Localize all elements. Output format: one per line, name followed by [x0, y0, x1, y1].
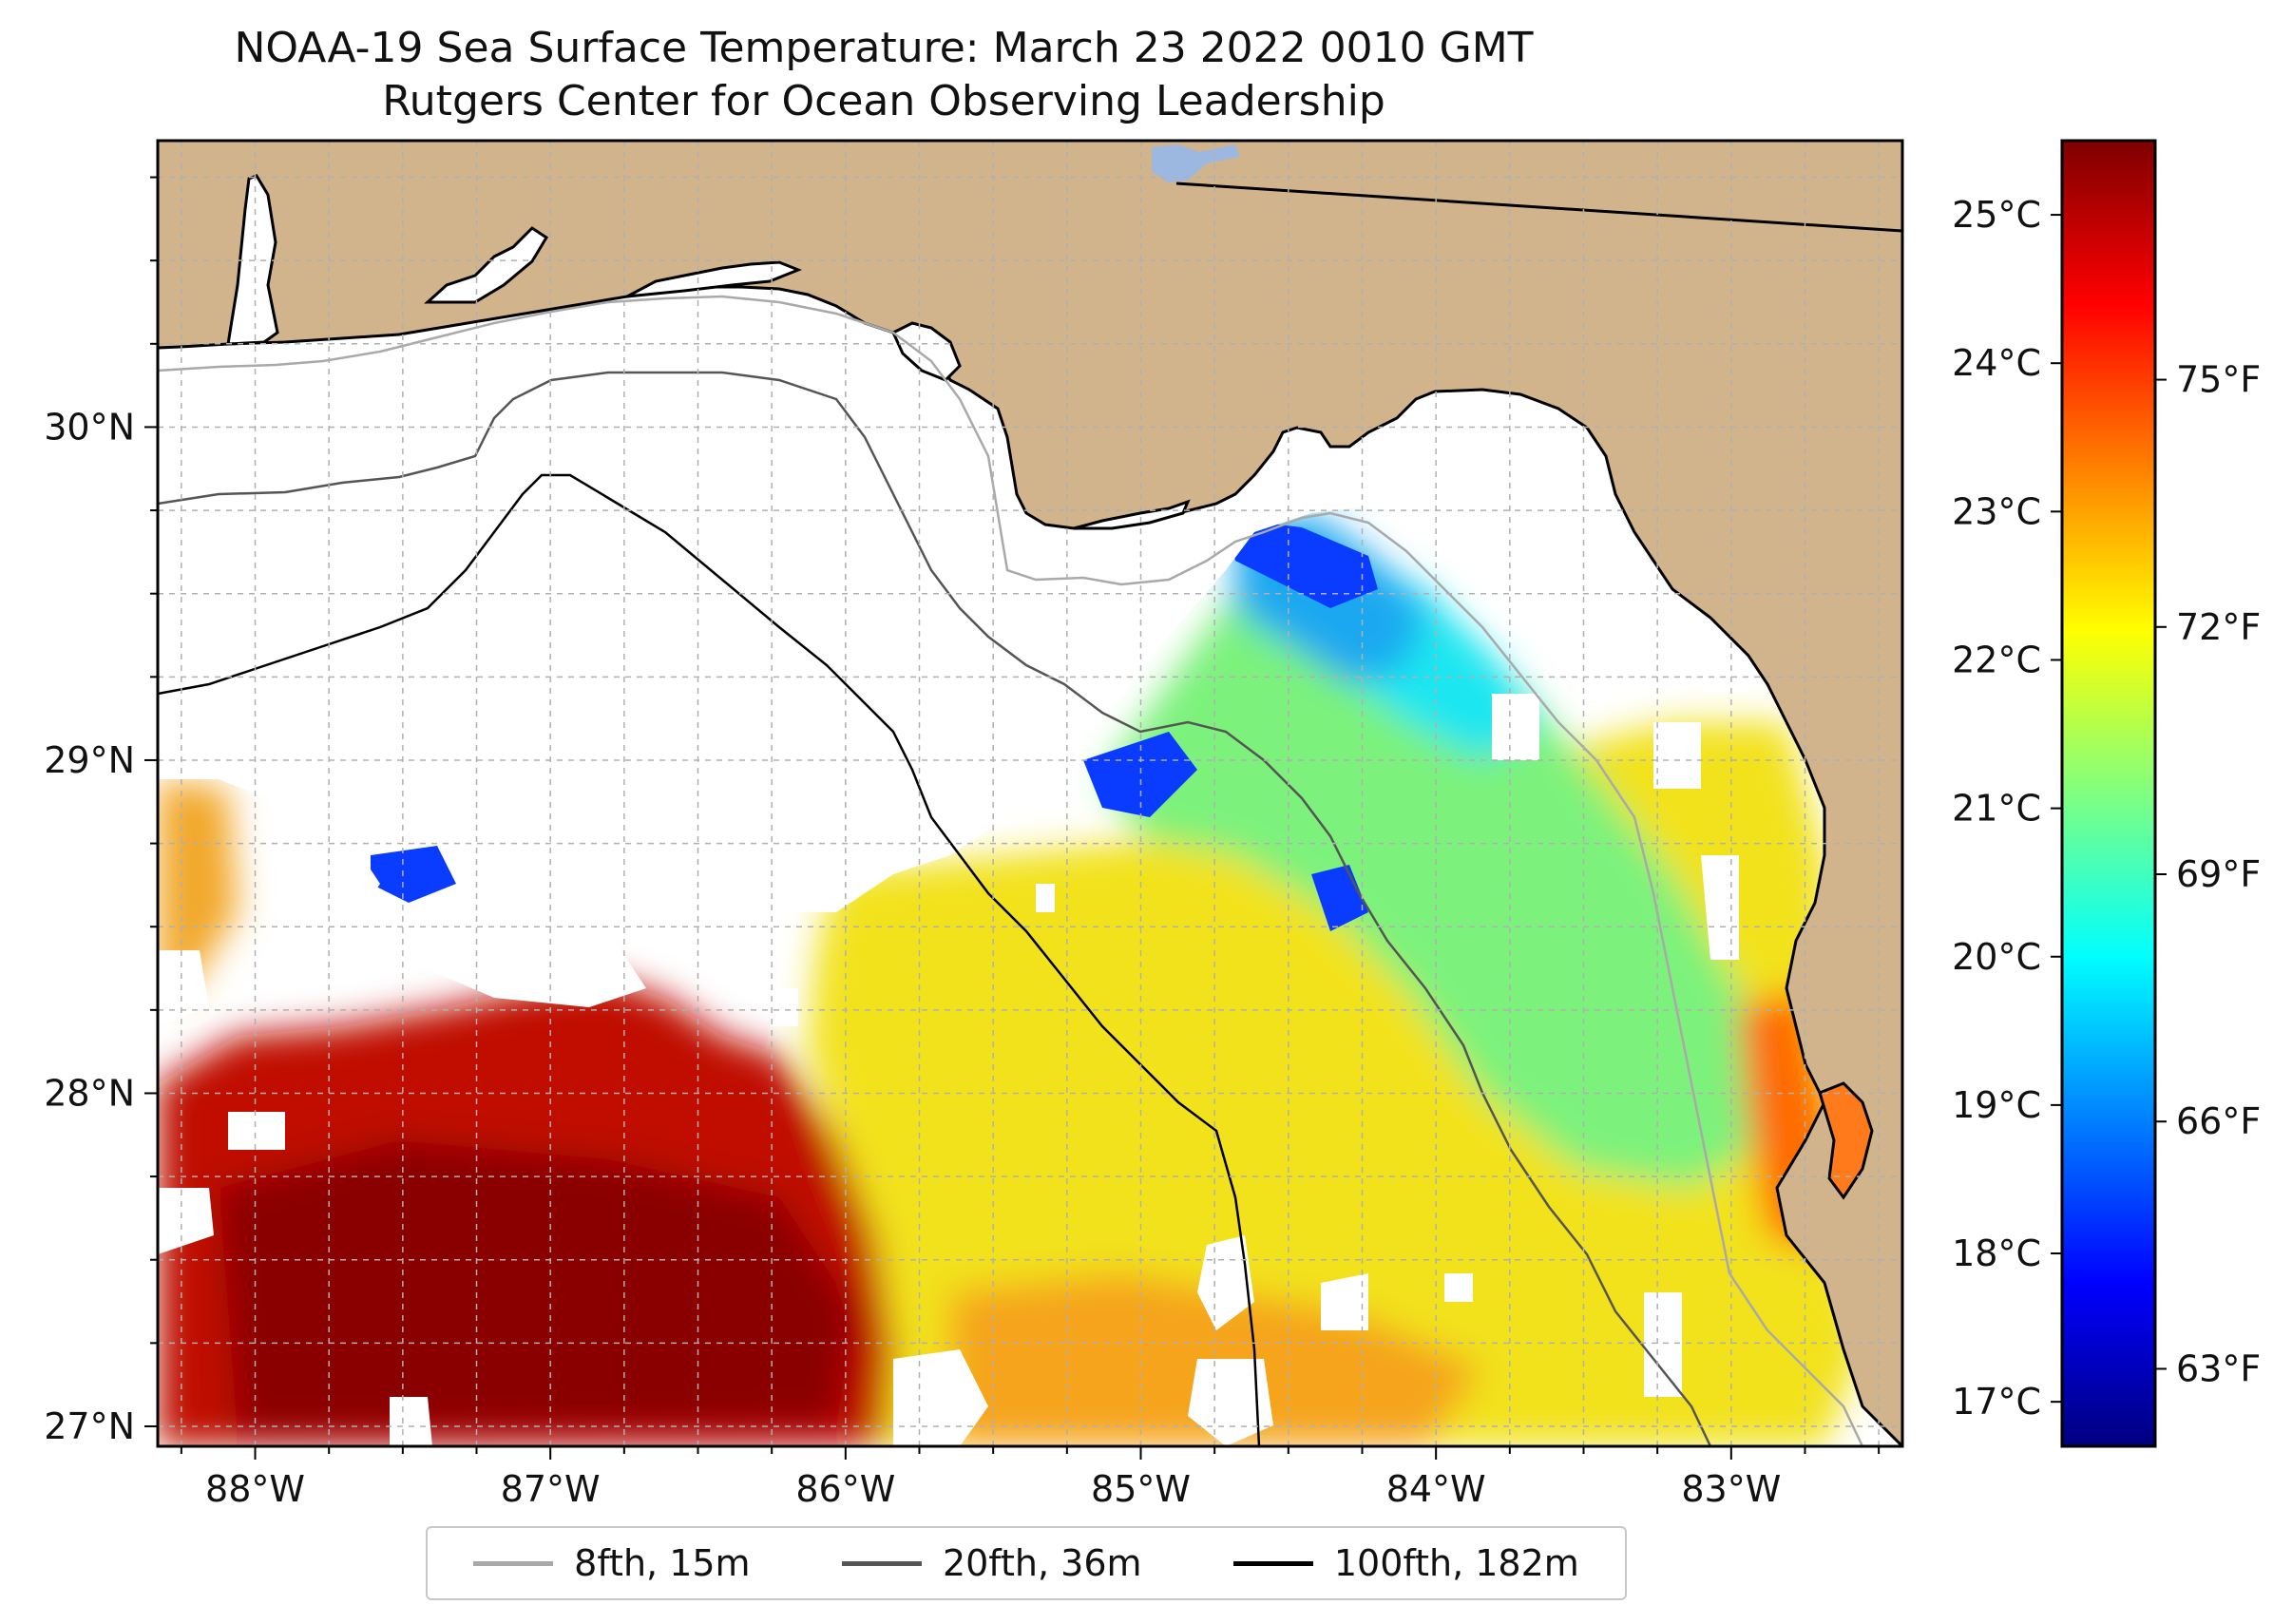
- x-tick-label: 83°W: [1681, 1468, 1781, 1510]
- y-tick-label: 28°N: [44, 1072, 135, 1114]
- st-andrew-bay: [891, 321, 962, 382]
- colorbar-celsius-label: 20°C: [1952, 936, 2041, 978]
- colorbar-celsius-label: 22°C: [1952, 639, 2041, 680]
- colorbar-celsius-label: 17°C: [1952, 1381, 2041, 1423]
- isobath-legend: 8fth, 15m 20fth, 36m 100fth, 182m: [426, 1526, 1627, 1600]
- colorbar-fahrenheit-label: 66°F: [2176, 1100, 2261, 1142]
- choctawhatchee-bay: [626, 260, 803, 298]
- x-tick-label: 88°W: [205, 1468, 305, 1510]
- isobath-20fth: [158, 371, 1712, 1446]
- colorbar-fahrenheit-axis: 63°F 66°F 69°F 72°F 75°F: [2155, 359, 2261, 1389]
- legend-line-20fth: [841, 1560, 922, 1566]
- state-boundary: [1175, 182, 1902, 233]
- colorbar-celsius-label: 25°C: [1952, 194, 2041, 236]
- pensacola-bay: [424, 226, 549, 304]
- x-tick-label: 84°W: [1386, 1468, 1486, 1510]
- colorbar-celsius-axis: 17°C 18°C 19°C 20°C 21°C 22°C 23°C 24°C 25°C: [1952, 194, 2062, 1423]
- colorbar-gradient: [2060, 139, 2157, 1448]
- y-axis: 27°N 28°N 29°N 30°N: [44, 176, 158, 1447]
- x-tick-label: 86°W: [795, 1468, 895, 1510]
- legend-item-8fth: 8fth, 15m: [473, 1542, 751, 1584]
- legend-label-20fth: 20fth, 36m: [942, 1542, 1142, 1584]
- isobath-8fth: [158, 295, 1864, 1446]
- legend-label-100fth: 100fth, 182m: [1333, 1542, 1579, 1584]
- lake: [1152, 144, 1240, 182]
- legend-label-8fth: 8fth, 15m: [574, 1542, 751, 1584]
- y-tick-label: 27°N: [44, 1405, 135, 1447]
- colorbar-fahrenheit-label: 72°F: [2176, 606, 2261, 648]
- x-tick-label: 87°W: [501, 1468, 601, 1510]
- legend-line-8fth: [473, 1560, 554, 1566]
- colorbar-celsius-label: 19°C: [1952, 1084, 2041, 1126]
- map-frame: [156, 139, 1904, 1448]
- apalachicola-bay: [1073, 499, 1191, 530]
- colorbar-celsius-label: 18°C: [1952, 1232, 2041, 1274]
- colorbar-fahrenheit-label: 69°F: [2176, 853, 2261, 895]
- colorbar-celsius-label: 24°C: [1952, 342, 2041, 384]
- colorbar-celsius-label: 23°C: [1952, 490, 2041, 532]
- y-tick-label: 29°N: [44, 739, 135, 781]
- legend-item-100fth: 100fth, 182m: [1232, 1542, 1579, 1584]
- land: [158, 141, 1902, 1446]
- isobath-100fth: [158, 473, 1261, 1446]
- y-tick-label: 30°N: [44, 406, 135, 448]
- map-plot-area: [158, 141, 1902, 1446]
- colorbar-fahrenheit-label: 75°F: [2176, 359, 2261, 401]
- colorbar-fahrenheit-label: 63°F: [2176, 1347, 2261, 1389]
- colorbar-celsius-label: 21°C: [1952, 788, 2041, 830]
- x-axis: 88°W 87°W 86°W 85°W 84°W 83°W: [180, 1446, 1881, 1510]
- x-tick-label: 85°W: [1091, 1468, 1191, 1510]
- chart-subtitle: Rutgers Center for Ocean Observing Leade…: [382, 77, 1385, 125]
- gridlines: [158, 141, 1902, 1446]
- legend-item-20fth: 20fth, 36m: [841, 1542, 1142, 1584]
- legend-line-100fth: [1232, 1560, 1313, 1566]
- tampa-bay: [1818, 1081, 1874, 1200]
- chart-title: NOAA-19 Sea Surface Temperature: March 2…: [234, 24, 1534, 72]
- colorbar: 17°C 18°C 19°C 20°C 21°C 22°C 23°C 24°C 25°C 63°…: [1952, 139, 2261, 1448]
